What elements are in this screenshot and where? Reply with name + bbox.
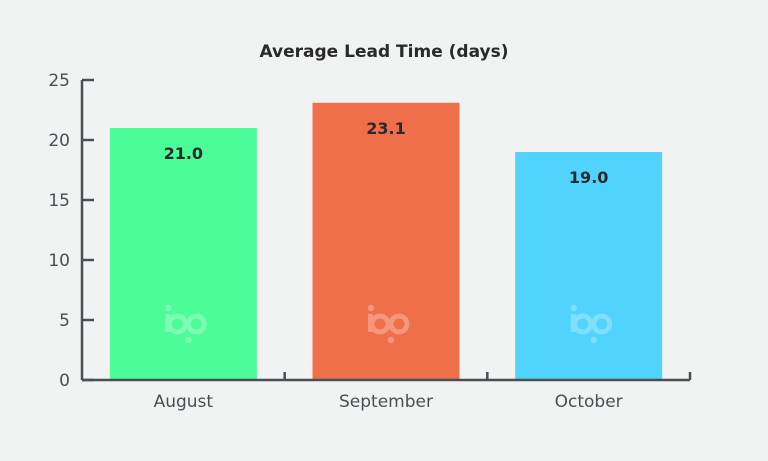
category-label-september: September (339, 392, 433, 412)
bp-logo-icon (570, 304, 613, 344)
chart-title: Average Lead Time (days) (260, 42, 509, 62)
value-label-september: 23.1 (366, 119, 405, 138)
axes-group (80, 78, 692, 382)
bar-august (109, 128, 257, 380)
bar-october (515, 152, 663, 380)
bars-group (109, 102, 663, 381)
y-tick-label-15: 15 (48, 191, 70, 211)
value-label-october: 19.0 (569, 168, 608, 187)
category-label-august: August (154, 392, 214, 412)
y-tick-label-5: 5 (59, 311, 70, 331)
category-label-october: October (555, 392, 623, 412)
bp-logo-icon (367, 304, 410, 344)
bp-logo-icon (165, 304, 207, 344)
y-tick-label-20: 20 (48, 131, 70, 151)
y-tick-label-0: 0 (59, 371, 70, 391)
value-label-august: 21.0 (164, 144, 203, 163)
bar-september (312, 102, 460, 381)
labels-group: 21.0 August 23.1 September 19.0 October 0 5 10 15… (48, 71, 622, 412)
y-tick-label-25: 25 (48, 71, 70, 91)
y-tick-label-10: 10 (48, 251, 70, 271)
